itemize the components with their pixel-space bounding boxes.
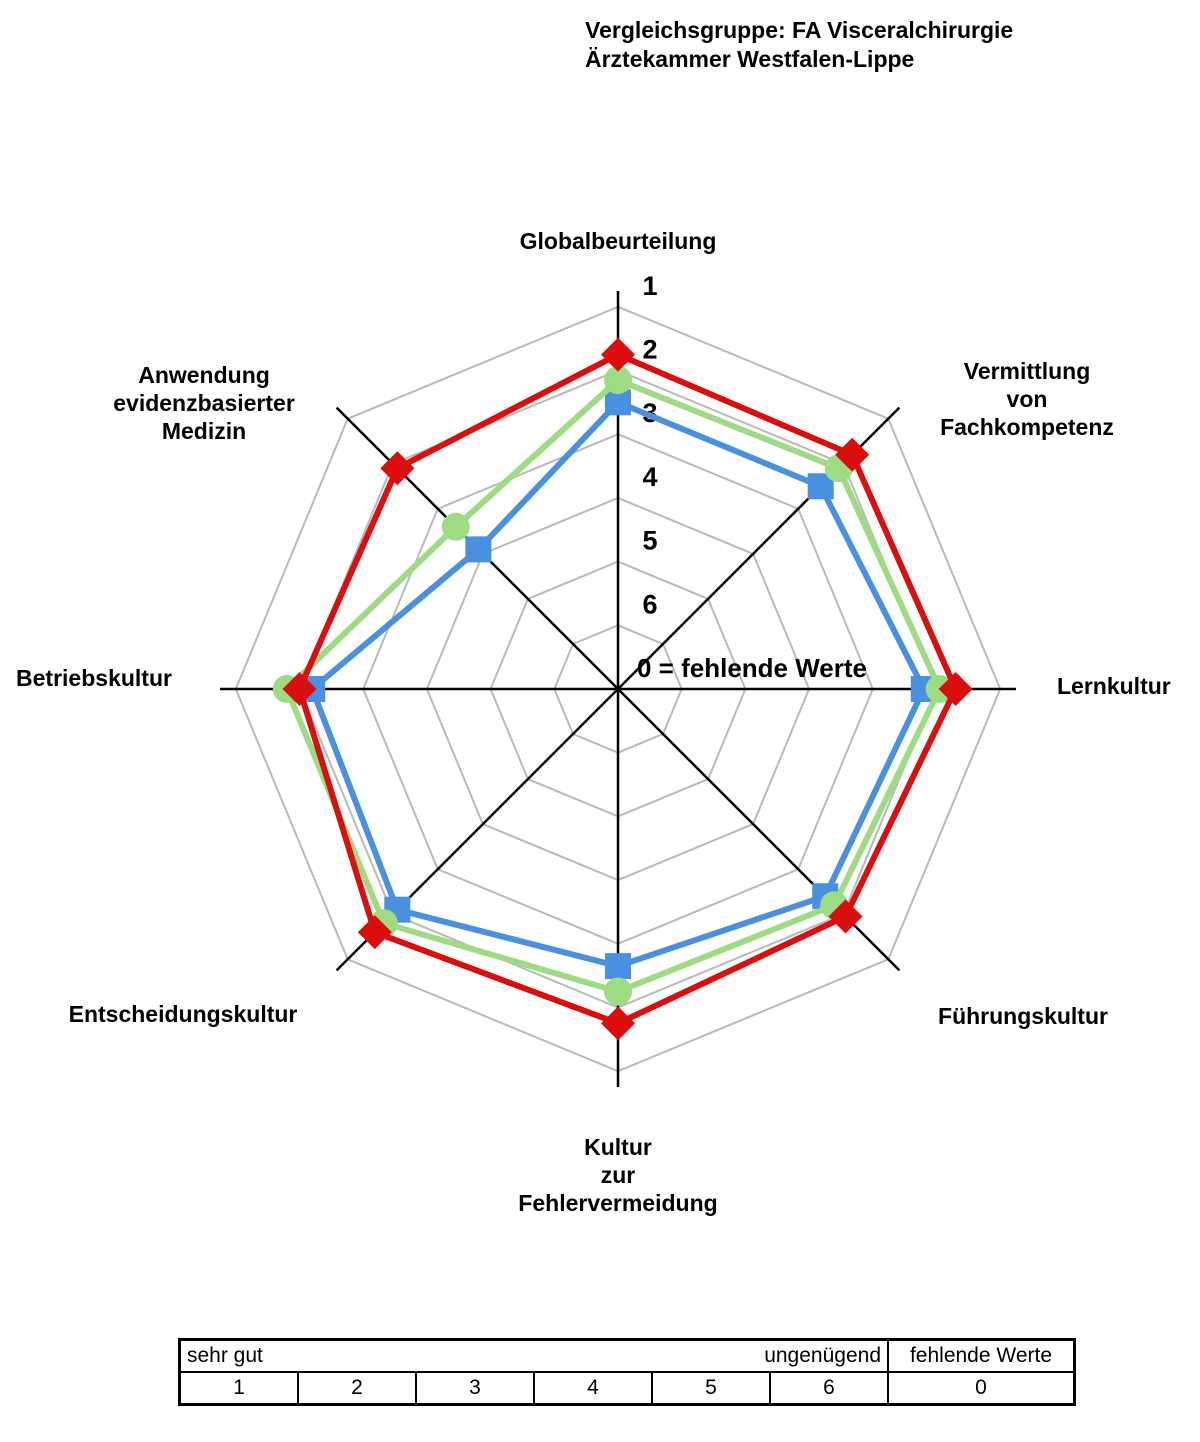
legend-scale-row: 1 2 3 4 5 6 0 <box>178 1371 1076 1406</box>
scale-tick-label-6: 6 <box>642 589 657 619</box>
series-green-circle-marker <box>441 512 470 541</box>
series-red-diamond-marker <box>282 672 317 706</box>
series-green-circle-marker <box>604 977 632 1006</box>
axis-spoke-line <box>335 406 901 972</box>
series-blue-square-marker <box>605 953 631 980</box>
legend-header-row: sehr gut ungenügend fehlende Werte <box>178 1338 1076 1373</box>
legend-missing-value: 0 <box>887 1371 1076 1406</box>
series-red-diamond-marker <box>601 337 635 372</box>
legend-scale-2: 2 <box>297 1371 417 1406</box>
axis-label-vermittlung-von-fachkompetenz: Vermittlung von Fachkompetenz <box>940 358 1114 440</box>
scale-tick-label-2: 2 <box>642 335 657 365</box>
axis-label-anwendung-evidenzbasierter-medizin: Anwendung evidenzbasierter Medizin <box>113 362 295 444</box>
series-green-circle-marker <box>604 366 632 395</box>
series-red-diamond-marker <box>835 437 870 472</box>
axis-label-betriebskultur: Betriebskultur <box>16 665 172 691</box>
legend-quality-range-cell: sehr gut ungenügend <box>178 1338 889 1373</box>
scale-tick-label-4: 4 <box>642 462 657 492</box>
legend-best-label: sehr gut <box>187 1344 263 1367</box>
axis-label-lernkultur: Lernkultur <box>1057 673 1171 699</box>
axis-label-fuehrungskultur: Führungskultur <box>938 1003 1108 1029</box>
series-red-diamond-marker <box>601 1006 635 1041</box>
legend-scale-5: 5 <box>651 1371 771 1406</box>
series-red-diamond-marker <box>357 915 392 950</box>
axis-label-kultur-zur-fehlervermeidung: Kultur zur Fehlervermeidung <box>518 1134 718 1216</box>
axis-label-entscheidungskultur: Entscheidungskultur <box>68 1001 298 1027</box>
series-red-diamond-marker <box>380 451 415 486</box>
scale-tick-label-1: 1 <box>642 271 657 301</box>
legend-missing-header: fehlende Werte <box>887 1338 1076 1373</box>
legend-scale-3: 3 <box>415 1371 535 1406</box>
scale-tick-label-5: 5 <box>642 526 657 556</box>
chart-title: Vergleichsgruppe: FA Visceralchirurgie Ä… <box>585 17 1014 72</box>
axis-label-globalbeurteilung: Globalbeurteilung <box>519 228 717 254</box>
series-red-diamond-marker <box>938 672 973 706</box>
scale-center-label: 0 = fehlende Werte <box>637 653 867 683</box>
series-red-diamond-marker <box>828 899 863 934</box>
legend-worst-label: ungenügend <box>764 1344 881 1367</box>
legend-scale-4: 4 <box>533 1371 653 1406</box>
series-blue-square-marker <box>465 536 492 563</box>
legend-scale-1: 1 <box>178 1371 299 1406</box>
legend-scale-6: 6 <box>769 1371 889 1406</box>
rating-legend-table: sehr gut ungenügend fehlende Werte 1 2 3… <box>178 1338 1076 1406</box>
